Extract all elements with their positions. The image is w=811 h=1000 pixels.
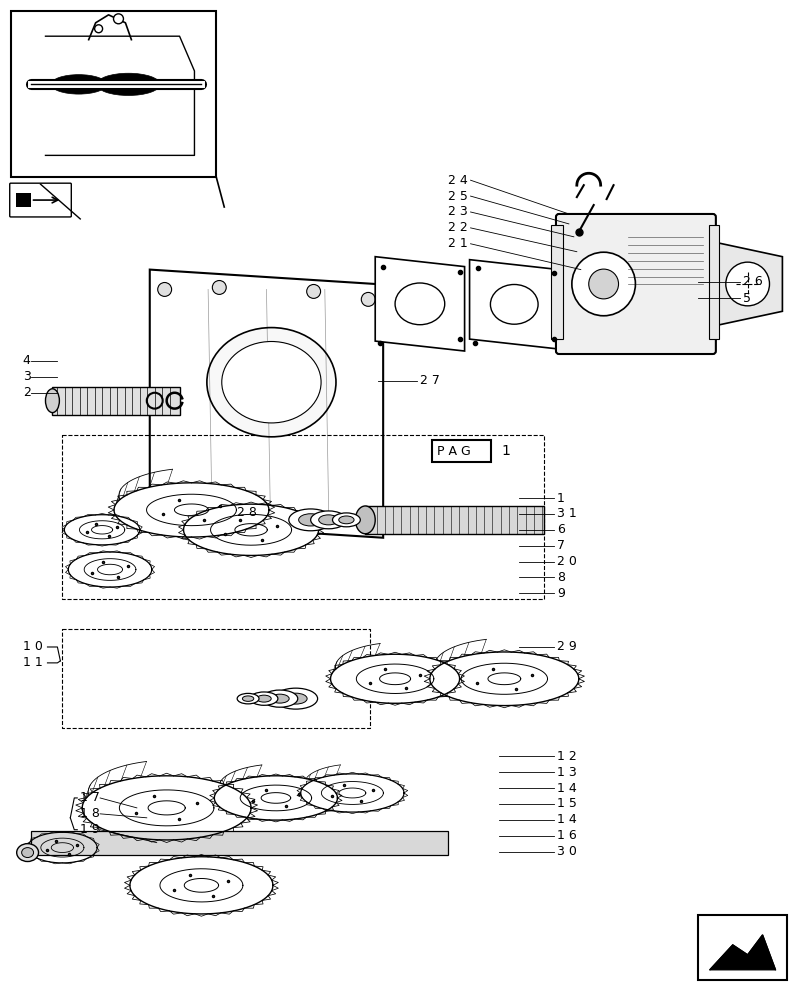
Polygon shape [709, 935, 775, 970]
Bar [365, 506, 543, 534]
Bar [551, 225, 562, 339]
Bar [53, 387, 179, 415]
Ellipse shape [256, 695, 271, 702]
Text: 1: 1 [500, 444, 509, 458]
Circle shape [95, 25, 102, 33]
Text: 2 3: 2 3 [448, 205, 467, 218]
Ellipse shape [250, 692, 277, 705]
Polygon shape [469, 260, 558, 349]
Ellipse shape [22, 848, 33, 858]
Ellipse shape [270, 694, 289, 703]
Bar [697, 915, 787, 980]
Text: 1 6: 1 6 [556, 829, 576, 842]
Ellipse shape [17, 844, 38, 862]
Polygon shape [712, 242, 782, 326]
Text: 1 4: 1 4 [556, 782, 576, 795]
Circle shape [364, 511, 378, 525]
Ellipse shape [332, 513, 360, 527]
Text: 1 9: 1 9 [80, 823, 100, 836]
Bar [11, 11, 216, 177]
Text: 1 2: 1 2 [556, 750, 576, 763]
Text: 1 7: 1 7 [80, 791, 100, 804]
Text: 2 1: 2 1 [448, 237, 467, 250]
Ellipse shape [355, 506, 375, 534]
Ellipse shape [68, 552, 152, 587]
Text: 1 0: 1 0 [23, 640, 42, 653]
FancyBboxPatch shape [556, 214, 715, 354]
Ellipse shape [262, 690, 298, 707]
Polygon shape [375, 257, 464, 351]
Text: 1 4: 1 4 [556, 813, 576, 826]
Text: 2 7: 2 7 [419, 374, 440, 387]
Text: 2 8: 2 8 [236, 506, 256, 519]
Text: 2: 2 [23, 386, 31, 399]
Text: 3 1: 3 1 [556, 507, 576, 520]
Ellipse shape [289, 509, 332, 531]
Ellipse shape [311, 511, 346, 529]
Bar [431, 440, 491, 462]
Text: 6: 6 [556, 523, 564, 536]
Circle shape [114, 14, 123, 24]
Ellipse shape [28, 832, 97, 863]
Ellipse shape [237, 693, 259, 704]
Bar [31, 831, 447, 855]
Ellipse shape [82, 776, 251, 840]
Bar [15, 193, 31, 207]
Ellipse shape [51, 75, 106, 94]
Ellipse shape [318, 515, 338, 525]
Circle shape [212, 281, 226, 294]
Ellipse shape [221, 341, 320, 423]
Text: 8: 8 [556, 571, 564, 584]
Circle shape [361, 292, 375, 306]
Text: 7: 7 [556, 539, 564, 552]
Ellipse shape [298, 514, 322, 526]
Ellipse shape [114, 483, 268, 537]
Text: 3 0: 3 0 [556, 845, 576, 858]
Ellipse shape [273, 688, 317, 709]
Ellipse shape [429, 652, 578, 706]
Circle shape [157, 282, 171, 296]
Ellipse shape [490, 284, 538, 324]
Text: 2 2: 2 2 [448, 221, 467, 234]
Text: 2 5: 2 5 [447, 190, 467, 203]
Text: 2 4: 2 4 [448, 174, 467, 187]
Ellipse shape [183, 504, 318, 555]
Text: 1 8: 1 8 [80, 807, 100, 820]
Ellipse shape [300, 774, 404, 812]
Ellipse shape [64, 515, 139, 545]
Ellipse shape [214, 776, 337, 820]
Text: 2 6: 2 6 [742, 275, 762, 288]
Circle shape [155, 511, 169, 525]
Ellipse shape [207, 328, 336, 437]
Circle shape [307, 284, 320, 298]
Text: 4: 4 [23, 354, 31, 367]
Text: 1 1: 1 1 [23, 656, 42, 669]
Circle shape [725, 262, 769, 306]
Text: 1 3: 1 3 [556, 766, 576, 779]
Text: 3: 3 [23, 370, 31, 383]
Text: 5: 5 [742, 292, 749, 305]
Ellipse shape [284, 693, 307, 704]
Ellipse shape [338, 516, 354, 524]
Ellipse shape [395, 283, 444, 325]
Text: 1 5: 1 5 [556, 797, 576, 810]
Text: 2 9: 2 9 [556, 640, 576, 653]
Bar [708, 225, 718, 339]
Circle shape [588, 269, 618, 299]
Text: 9: 9 [556, 587, 564, 600]
FancyBboxPatch shape [10, 183, 71, 217]
Ellipse shape [242, 696, 254, 701]
Text: 2 0: 2 0 [556, 555, 576, 568]
Text: 1: 1 [556, 492, 564, 505]
Ellipse shape [330, 654, 459, 703]
Circle shape [571, 252, 635, 316]
Ellipse shape [45, 389, 59, 413]
Text: P A G: P A G [436, 445, 470, 458]
Polygon shape [149, 270, 383, 538]
Ellipse shape [97, 73, 160, 95]
Ellipse shape [130, 857, 272, 914]
